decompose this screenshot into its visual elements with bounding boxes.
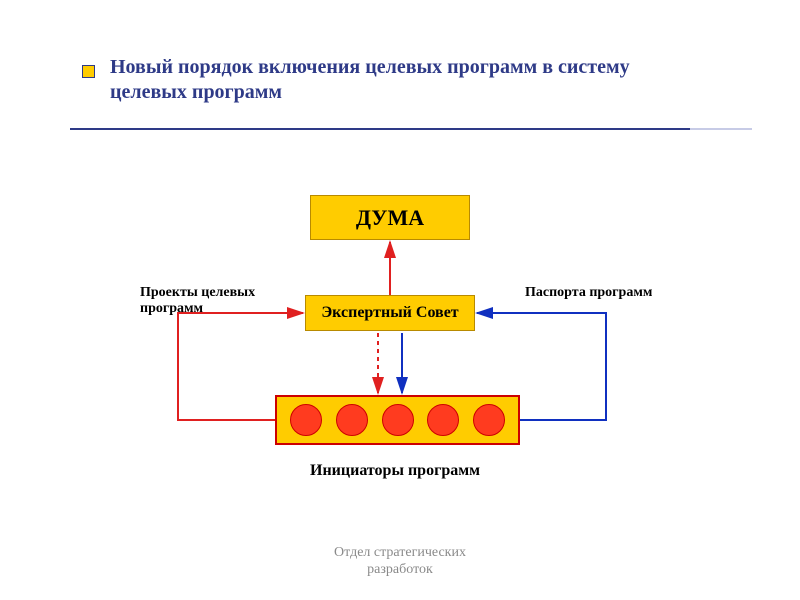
label-projects: Проекты целевых программ xyxy=(140,285,255,317)
slide-title: Новый порядок включения целевых программ… xyxy=(110,55,700,105)
box-expert-label: Экспертный Совет xyxy=(321,304,458,322)
initiator-circle xyxy=(427,404,459,436)
initiator-circles xyxy=(290,404,505,436)
box-duma-label: ДУМА xyxy=(356,205,424,231)
footer: Отдел стратегических разработок xyxy=(0,545,800,579)
title-underline-light xyxy=(690,128,752,130)
label-projects-l1: Проекты целевых xyxy=(140,285,255,300)
box-duma: ДУМА xyxy=(310,195,470,240)
initiator-circle xyxy=(382,404,414,436)
footer-line2: разработок xyxy=(367,562,433,577)
box-expert-council: Экспертный Совет xyxy=(305,295,475,331)
title-underline xyxy=(70,128,690,130)
initiator-circle xyxy=(290,404,322,436)
initiator-circle xyxy=(336,404,368,436)
initiator-circle xyxy=(473,404,505,436)
label-initiators: Инициаторы программ xyxy=(310,462,480,480)
slide-title-text: Новый порядок включения целевых программ… xyxy=(110,55,700,105)
label-passports: Паспорта программ xyxy=(525,285,652,301)
label-projects-l2: программ xyxy=(140,301,203,316)
title-bullet-icon xyxy=(82,65,95,78)
slide: { "title": { "text": "Новый порядок вклю… xyxy=(0,0,800,600)
footer-line1: Отдел стратегических xyxy=(334,545,466,560)
